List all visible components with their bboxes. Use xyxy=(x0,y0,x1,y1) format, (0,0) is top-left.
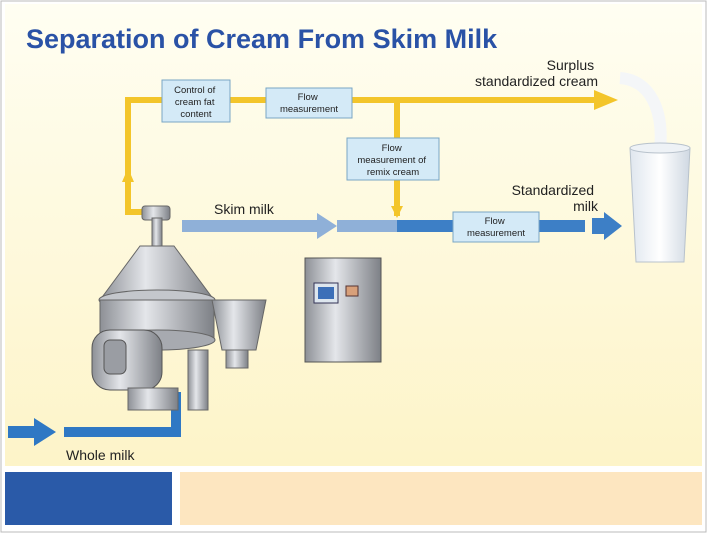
box-line: Flow xyxy=(382,143,402,154)
box: Control of cream fat content xyxy=(161,79,231,123)
box-line: Flow xyxy=(298,92,318,103)
label: Surplus standardized cream xyxy=(475,57,598,89)
label-line: milk xyxy=(573,198,599,214)
box-text: Flow measurement of remix cream xyxy=(357,143,428,178)
separator xyxy=(91,205,267,411)
box-line: remix cream xyxy=(367,167,419,178)
skim-pipe xyxy=(182,220,317,232)
box: Flow measurement xyxy=(452,211,540,243)
footer-bar xyxy=(5,472,172,525)
box: Flow measurement xyxy=(265,87,353,119)
label-line: Standardized xyxy=(512,182,595,198)
box-text: Control of cream fat content xyxy=(174,85,218,120)
arrow xyxy=(317,213,337,239)
box-text: Flow measurement xyxy=(280,92,338,115)
box-text: Flow measurement xyxy=(467,216,525,239)
milk-glass xyxy=(619,72,691,263)
box-line: Control of xyxy=(174,85,216,96)
box-line: measurement xyxy=(280,104,338,115)
skim-pipe xyxy=(337,220,397,232)
box-line: measurement xyxy=(467,228,525,239)
arrow xyxy=(122,168,134,182)
box-line: measurement of xyxy=(357,155,426,166)
arrow xyxy=(391,206,403,218)
arrow xyxy=(592,212,622,240)
box-line: cream fat xyxy=(175,97,215,108)
box-line: content xyxy=(180,109,212,120)
title: Separation of Cream From Skim Milk xyxy=(26,24,498,54)
control-cabinet xyxy=(304,257,382,363)
arrow xyxy=(8,418,56,446)
box-line: Flow xyxy=(485,216,505,227)
label: Standardized milk xyxy=(512,182,599,214)
arrow xyxy=(594,90,618,110)
box: Flow measurement of remix cream xyxy=(346,137,440,181)
label-line: standardized cream xyxy=(475,73,598,89)
footer-bar xyxy=(180,472,702,525)
label: Skim milk xyxy=(214,201,275,217)
label-line: Surplus xyxy=(547,57,594,73)
label: Whole milk xyxy=(66,447,135,463)
